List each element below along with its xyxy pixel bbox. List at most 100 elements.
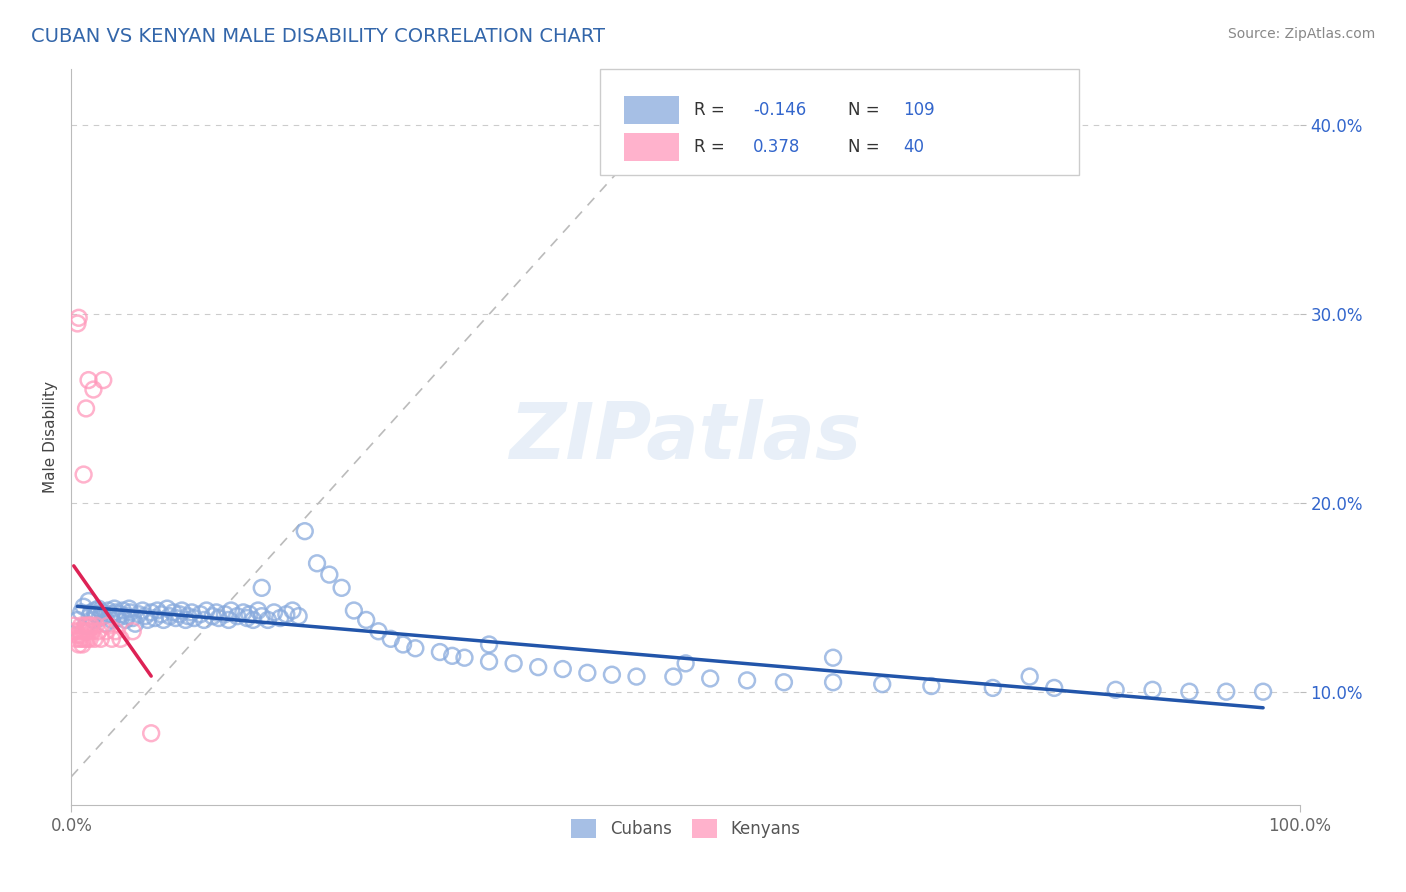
Point bbox=[250, 609, 273, 624]
Text: ZIPatlas: ZIPatlas bbox=[509, 399, 862, 475]
Point bbox=[65, 632, 87, 646]
Point bbox=[177, 609, 200, 624]
Point bbox=[269, 611, 291, 625]
Point bbox=[120, 606, 142, 620]
Point bbox=[1043, 681, 1066, 695]
Point bbox=[97, 618, 120, 632]
Point bbox=[136, 613, 159, 627]
Y-axis label: Male Disability: Male Disability bbox=[44, 381, 58, 492]
Point bbox=[162, 606, 184, 620]
Point bbox=[82, 383, 104, 397]
Point bbox=[208, 611, 231, 625]
Point bbox=[77, 373, 100, 387]
Point bbox=[165, 611, 187, 625]
Point bbox=[169, 607, 191, 622]
Point bbox=[150, 607, 173, 622]
Point bbox=[1105, 682, 1128, 697]
Point bbox=[67, 310, 90, 325]
Point bbox=[82, 613, 104, 627]
Point bbox=[69, 624, 91, 639]
Point bbox=[920, 679, 942, 693]
Point bbox=[478, 638, 501, 652]
Point bbox=[429, 645, 451, 659]
Point bbox=[294, 524, 316, 538]
Text: 40: 40 bbox=[903, 137, 924, 156]
Point bbox=[180, 606, 202, 620]
Point bbox=[263, 606, 285, 620]
Text: N =: N = bbox=[848, 137, 884, 156]
Point bbox=[392, 638, 415, 652]
Point bbox=[115, 609, 138, 624]
Point bbox=[404, 641, 426, 656]
Point bbox=[131, 603, 153, 617]
Point bbox=[626, 670, 648, 684]
Point bbox=[79, 618, 101, 632]
Point bbox=[699, 672, 721, 686]
Point bbox=[89, 611, 111, 625]
Point bbox=[69, 632, 91, 646]
Point bbox=[380, 632, 402, 646]
Point bbox=[600, 667, 623, 681]
Point bbox=[66, 628, 89, 642]
Point bbox=[101, 632, 124, 646]
Point bbox=[72, 599, 94, 614]
Point bbox=[79, 609, 101, 624]
Point bbox=[205, 606, 228, 620]
Point bbox=[91, 609, 114, 624]
Point bbox=[823, 675, 845, 690]
Point bbox=[330, 581, 353, 595]
Point bbox=[114, 613, 136, 627]
Point bbox=[219, 603, 242, 617]
Point bbox=[981, 681, 1004, 695]
Point bbox=[124, 616, 146, 631]
Point bbox=[156, 601, 179, 615]
Point bbox=[83, 603, 105, 617]
Point bbox=[100, 607, 122, 622]
Point bbox=[675, 657, 697, 671]
Point bbox=[159, 609, 181, 624]
Point bbox=[72, 624, 94, 639]
Legend: Cubans, Kenyans: Cubans, Kenyans bbox=[565, 812, 807, 845]
Point bbox=[70, 606, 93, 620]
Point bbox=[226, 609, 249, 624]
Text: 109: 109 bbox=[903, 101, 935, 119]
Point bbox=[110, 632, 132, 646]
Point bbox=[94, 624, 117, 639]
Point bbox=[195, 603, 218, 617]
Point bbox=[318, 567, 340, 582]
Point bbox=[66, 317, 89, 331]
Point bbox=[87, 601, 110, 615]
Point bbox=[103, 601, 125, 615]
Point bbox=[250, 581, 273, 595]
Point bbox=[72, 638, 94, 652]
Point bbox=[141, 726, 163, 740]
Point bbox=[193, 613, 215, 627]
Point bbox=[276, 607, 298, 622]
Point bbox=[75, 401, 97, 416]
Point bbox=[80, 606, 103, 620]
Point bbox=[111, 603, 134, 617]
Point bbox=[63, 624, 86, 639]
Point bbox=[218, 613, 240, 627]
Point bbox=[87, 624, 110, 639]
Point bbox=[121, 624, 143, 639]
Point bbox=[67, 638, 90, 652]
Point bbox=[232, 606, 254, 620]
Text: -0.146: -0.146 bbox=[754, 101, 807, 119]
Text: R =: R = bbox=[695, 137, 730, 156]
Point bbox=[170, 603, 193, 617]
Point bbox=[77, 624, 100, 639]
Point bbox=[104, 624, 127, 639]
Point bbox=[134, 609, 156, 624]
Point bbox=[143, 611, 166, 625]
Point bbox=[1251, 684, 1274, 698]
Point bbox=[773, 675, 796, 690]
Point bbox=[551, 662, 574, 676]
Point bbox=[201, 609, 224, 624]
Point bbox=[90, 632, 112, 646]
Point bbox=[281, 603, 304, 617]
Point bbox=[76, 618, 98, 632]
Point bbox=[527, 660, 550, 674]
Point bbox=[662, 670, 685, 684]
Point bbox=[1142, 682, 1164, 697]
